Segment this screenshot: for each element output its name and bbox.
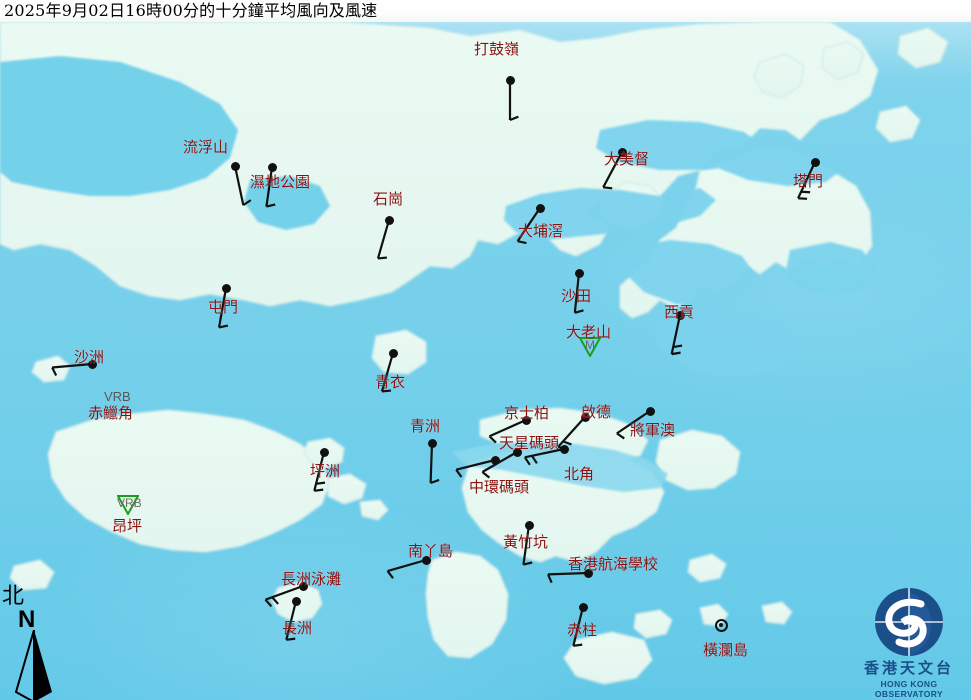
station-label: 大美督 xyxy=(604,150,650,168)
wind-barb-icon xyxy=(573,272,584,314)
station-label: 石崗 xyxy=(373,190,404,208)
station-label: 長洲泳灘 xyxy=(281,570,342,588)
station-label: 沙田 xyxy=(561,287,592,305)
wind-barb-icon xyxy=(670,314,683,356)
station-label: 塔門 xyxy=(793,172,824,190)
wind-barb-icon xyxy=(602,151,623,190)
wind-barb-icon xyxy=(797,161,816,200)
wind-barb-icon xyxy=(285,600,298,641)
station-label: 中環碼頭 xyxy=(469,478,530,496)
station-label: 沙洲 xyxy=(74,348,105,366)
wind-barb-icon xyxy=(616,410,651,440)
wind-barb-icon xyxy=(522,524,533,566)
station-label: 將軍澳 xyxy=(630,421,676,439)
wind-barb-icon xyxy=(386,558,427,579)
station-label: 屯門 xyxy=(208,298,239,316)
wind-barb-icon xyxy=(516,207,541,245)
hko-logo-zh: 香港天文台 xyxy=(863,659,954,677)
station-label: 青洲 xyxy=(410,417,441,435)
station-label: 青衣 xyxy=(375,373,406,391)
station-label: 香港航海學校 xyxy=(568,555,659,573)
station-code: VRB xyxy=(117,496,142,510)
wind-barb-icon xyxy=(455,458,496,478)
wind-barb-icon xyxy=(572,606,585,647)
wind-barb-icon xyxy=(523,447,565,466)
wind-barb-icon xyxy=(233,165,252,207)
station-label: 天星碼頭 xyxy=(499,434,560,452)
station-label: 黃竹坑 xyxy=(503,533,549,551)
station-label: 橫瀾島 xyxy=(703,641,749,659)
station-label: 大老山 xyxy=(566,323,612,341)
hko-logo-en: HONG KONG OBSERVATORY xyxy=(874,679,944,699)
station-label: 西貢 xyxy=(664,303,695,321)
station-label: 京士柏 xyxy=(504,404,550,422)
station-label: 南丫島 xyxy=(408,542,454,560)
calm-wind-icon xyxy=(714,618,728,632)
wind-barb-icon xyxy=(51,362,93,377)
missing-data-triangle-icon: M xyxy=(578,337,602,362)
wind-barb-icon xyxy=(508,80,519,122)
wind-barb-icon xyxy=(376,219,391,260)
compass-needle-icon xyxy=(14,630,52,700)
hko-emblem-icon xyxy=(875,588,943,656)
wind-barb-icon xyxy=(313,451,326,492)
variable-wind-code: VRB xyxy=(104,389,131,404)
station-label: 流浮山 xyxy=(183,138,229,156)
station-label: 坪洲 xyxy=(310,462,341,480)
station-code: M xyxy=(585,338,595,352)
station-label: 濕地公園 xyxy=(250,173,311,191)
station-label: 赤柱 xyxy=(567,621,598,639)
wind-barb-icon xyxy=(488,418,527,444)
station-label: 昂坪 xyxy=(112,517,143,535)
station-label: 啟德 xyxy=(581,403,612,421)
station-label: 打鼓嶺 xyxy=(474,40,520,58)
wind-barb-icon xyxy=(481,451,518,479)
wind-barb-icon xyxy=(380,352,395,393)
hko-logo: 香港天文台 HONG KONG OBSERVATORY xyxy=(850,586,968,699)
station-label: 北角 xyxy=(564,465,595,483)
compass-north-en: N xyxy=(18,606,36,633)
wind-barb-icon xyxy=(547,571,589,584)
wind-barb-icon xyxy=(264,584,304,608)
title-bar xyxy=(0,0,971,22)
page-title: 2025年9月02日16時00分的十分鐘平均風向及風速 xyxy=(4,1,378,20)
compass-north-cn: 北 xyxy=(2,584,25,609)
wind-barb-icon xyxy=(429,442,440,485)
station-label: 赤鱲角 xyxy=(88,404,134,422)
station-label: 長洲 xyxy=(282,619,313,637)
station-label: 大埔滘 xyxy=(518,222,564,240)
wind-barb-icon xyxy=(265,166,276,208)
missing-data-triangle-icon: VRB xyxy=(116,495,142,520)
wind-barb-icon xyxy=(217,287,229,329)
